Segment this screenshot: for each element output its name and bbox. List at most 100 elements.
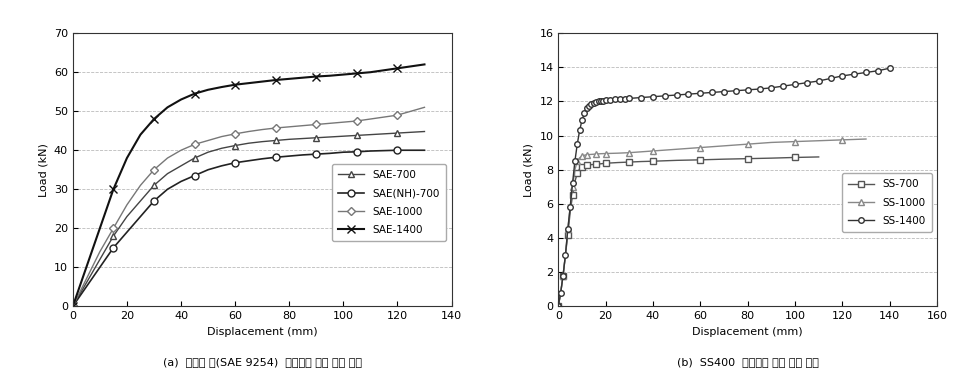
SAE-1400 bbox=[121, 156, 133, 160]
SS-1400 bbox=[571, 142, 583, 146]
SS-1000 bbox=[562, 227, 574, 232]
SAE(NH)-700 bbox=[378, 148, 389, 153]
SS-1400 bbox=[564, 205, 576, 210]
SS-1000 bbox=[557, 273, 569, 278]
SS-1400 bbox=[884, 66, 895, 70]
SS-1000 bbox=[765, 140, 777, 145]
SS-1000 bbox=[635, 149, 647, 154]
SAE-700 bbox=[352, 133, 363, 138]
SAE-1400 bbox=[311, 74, 322, 79]
SAE(NH)-700 bbox=[256, 156, 268, 161]
SS-700 bbox=[557, 273, 569, 278]
SAE(NH)-700 bbox=[94, 265, 106, 269]
SAE(NH)-700 bbox=[324, 151, 336, 156]
SS-1400 bbox=[595, 99, 607, 103]
SAE(NH)-700 bbox=[229, 161, 241, 165]
SAE(NH)-700 bbox=[270, 155, 282, 159]
SAE-700 bbox=[311, 135, 322, 140]
SS-1000 bbox=[574, 156, 586, 160]
SAE-700 bbox=[149, 183, 160, 187]
SS-1400 bbox=[584, 104, 595, 108]
SS-700 bbox=[719, 157, 730, 161]
SAE-1400 bbox=[297, 76, 309, 80]
SS-1000 bbox=[554, 290, 566, 295]
SS-1400 bbox=[742, 88, 753, 92]
SS-700 bbox=[567, 193, 579, 197]
SAE-1000 bbox=[81, 277, 92, 281]
SS-1400 bbox=[849, 72, 860, 76]
SS-700 bbox=[574, 167, 586, 171]
SS-1000 bbox=[552, 304, 564, 308]
SS-1400 bbox=[569, 159, 581, 163]
SAE-700 bbox=[270, 138, 282, 143]
SS-700 bbox=[742, 156, 753, 161]
SS-700 bbox=[564, 210, 576, 215]
SS-1400 bbox=[683, 92, 694, 96]
SAE-1000 bbox=[121, 203, 133, 207]
SS-700 bbox=[562, 232, 574, 237]
SS-1400 bbox=[778, 84, 789, 88]
SS-1000 bbox=[564, 205, 576, 210]
SAE-1400 bbox=[324, 73, 336, 78]
SAE-1400 bbox=[94, 226, 106, 231]
SS-1000 bbox=[623, 151, 635, 155]
SAE-1000 bbox=[297, 124, 309, 128]
SS-1000 bbox=[813, 138, 824, 143]
SS-1000 bbox=[837, 138, 849, 142]
SS-1000 bbox=[612, 151, 623, 155]
SAE-1000 bbox=[202, 138, 214, 143]
SAE-1400 bbox=[364, 70, 376, 75]
SAE-700 bbox=[121, 214, 133, 219]
SAE(NH)-700 bbox=[121, 230, 133, 234]
X-axis label: Displacement (mm): Displacement (mm) bbox=[692, 327, 803, 337]
SAE-700 bbox=[297, 136, 309, 141]
X-axis label: Displacement (mm): Displacement (mm) bbox=[207, 327, 318, 337]
SS-1400 bbox=[801, 80, 813, 85]
SAE-1000 bbox=[94, 249, 106, 254]
SAE-1400 bbox=[284, 77, 295, 81]
SS-1400 bbox=[567, 181, 579, 186]
SS-1400 bbox=[559, 253, 571, 257]
SS-1400 bbox=[597, 99, 609, 103]
Text: (a)  스프링 강(SAE 9254)  스프링의 하중 변위 관계: (a) 스프링 강(SAE 9254) 스프링의 하중 변위 관계 bbox=[163, 357, 361, 367]
SAE-700 bbox=[338, 134, 350, 138]
SAE-1400 bbox=[149, 117, 160, 121]
SS-700 bbox=[635, 159, 647, 164]
SS-1400 bbox=[765, 86, 777, 90]
SS-1000 bbox=[571, 159, 583, 163]
SS-1400 bbox=[562, 227, 574, 232]
SAE-1000 bbox=[338, 120, 350, 124]
SAE(NH)-700 bbox=[391, 148, 403, 152]
SAE-1400 bbox=[270, 78, 282, 82]
SAE-1400 bbox=[256, 79, 268, 84]
SAE-1000 bbox=[256, 127, 268, 132]
SAE-1000 bbox=[324, 121, 336, 125]
SAE-1400 bbox=[338, 72, 350, 77]
SAE-700 bbox=[378, 132, 389, 136]
SS-1400 bbox=[753, 87, 765, 91]
SAE-700 bbox=[175, 163, 186, 168]
SAE-700 bbox=[284, 137, 295, 142]
Legend: SS-700, SS-1000, SS-1400: SS-700, SS-1000, SS-1400 bbox=[842, 173, 932, 232]
Y-axis label: Load (kN): Load (kN) bbox=[38, 143, 49, 197]
SS-1000 bbox=[579, 153, 590, 158]
SS-1400 bbox=[610, 97, 621, 101]
SS-1000 bbox=[789, 139, 801, 144]
SS-1000 bbox=[559, 253, 571, 257]
SS-1000 bbox=[694, 145, 706, 150]
SS-1400 bbox=[581, 106, 592, 111]
SAE-700 bbox=[324, 135, 336, 139]
SS-1400 bbox=[592, 99, 604, 104]
Legend: SAE-700, SAE(NH)-700, SAE-1000, SAE-1400: SAE-700, SAE(NH)-700, SAE-1000, SAE-1400 bbox=[332, 164, 447, 241]
SAE-1400 bbox=[188, 92, 200, 96]
SS-700 bbox=[590, 162, 602, 166]
SS-1400 bbox=[574, 128, 586, 133]
SAE-700 bbox=[419, 129, 430, 134]
SAE-1000 bbox=[188, 142, 200, 146]
SS-1400 bbox=[872, 69, 884, 73]
SAE-700 bbox=[256, 139, 268, 144]
SS-700 bbox=[671, 158, 683, 163]
SS-1400 bbox=[605, 98, 617, 102]
SAE-1000 bbox=[311, 122, 322, 127]
Line: SS-700: SS-700 bbox=[555, 154, 821, 309]
